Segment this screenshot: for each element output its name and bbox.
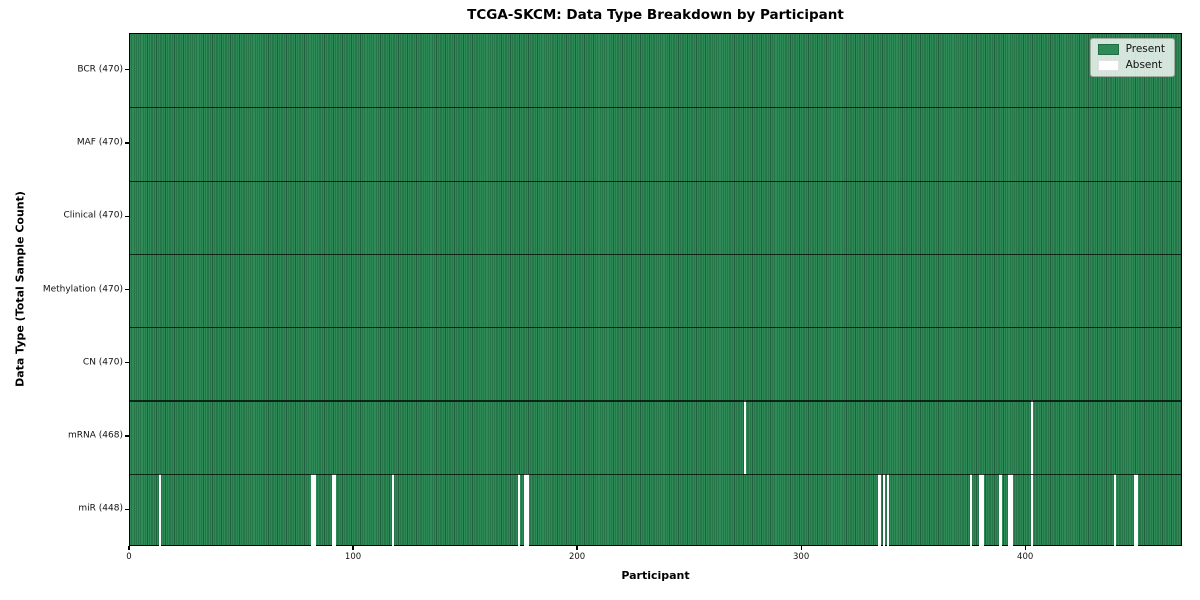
y-tick-label: MAF (470) bbox=[76, 137, 123, 148]
plot-area: Present Absent bbox=[129, 33, 1182, 547]
absent-cell bbox=[526, 473, 529, 547]
absent-cell bbox=[999, 473, 1002, 547]
absent-cell bbox=[392, 473, 395, 547]
x-tick-label: 400 bbox=[1017, 552, 1034, 562]
x-axis-label: Participant bbox=[621, 569, 690, 582]
absent-cell bbox=[1030, 400, 1033, 474]
legend: Present Absent bbox=[1089, 38, 1175, 78]
absent-cell bbox=[1135, 473, 1139, 547]
x-tick-label: 0 bbox=[126, 552, 132, 562]
absent-cell bbox=[311, 473, 314, 547]
y-tick-label: Methylation (470) bbox=[42, 284, 123, 294]
absent-cell bbox=[887, 473, 890, 547]
absent-cell bbox=[882, 473, 886, 547]
absent-cell bbox=[159, 473, 162, 547]
x-tick-mark bbox=[576, 546, 578, 550]
legend-label-present: Present bbox=[1125, 43, 1165, 55]
x-tick-mark bbox=[1024, 546, 1026, 550]
y-tick-mark bbox=[125, 288, 129, 291]
absent-cell bbox=[524, 473, 527, 547]
x-tick-label: 300 bbox=[793, 552, 810, 562]
legend-item-present: Present bbox=[1097, 43, 1165, 56]
chart-title: TCGA-SKCM: Data Type Breakdown by Partic… bbox=[467, 7, 844, 23]
x-tick-label: 100 bbox=[344, 552, 362, 562]
y-tick-mark bbox=[125, 142, 129, 144]
legend-item-absent: Absent bbox=[1097, 58, 1165, 72]
row-divider bbox=[130, 400, 1181, 402]
absent-cell bbox=[333, 473, 337, 547]
absent-cell bbox=[313, 473, 316, 547]
row-divider bbox=[130, 473, 1181, 475]
absent-cell bbox=[1113, 473, 1116, 547]
y-tick-label: Clinical (470) bbox=[63, 210, 123, 221]
absent-cell bbox=[1010, 473, 1013, 547]
absent-cell bbox=[981, 473, 984, 547]
y-tick-mark bbox=[125, 435, 129, 437]
y-tick-label: miR (448) bbox=[78, 503, 123, 514]
absent-cell bbox=[1133, 473, 1136, 547]
absent-cell bbox=[517, 473, 520, 547]
y-tick-label: CN (470) bbox=[82, 357, 123, 368]
row-divider bbox=[130, 253, 1181, 256]
absent-cell bbox=[1008, 473, 1011, 547]
row-divider bbox=[130, 107, 1181, 109]
y-tick-label: mRNA (468) bbox=[68, 430, 123, 441]
legend-swatch-absent bbox=[1097, 59, 1119, 71]
legend-swatch-present bbox=[1097, 44, 1119, 56]
y-tick-mark bbox=[125, 215, 129, 217]
y-tick-mark bbox=[125, 362, 129, 364]
row-divider bbox=[130, 327, 1181, 329]
y-tick-mark bbox=[125, 508, 129, 510]
y-tick-mark bbox=[125, 69, 129, 71]
legend-label-absent: Absent bbox=[1125, 58, 1163, 71]
absent-cell bbox=[1030, 473, 1033, 547]
x-tick-mark bbox=[352, 546, 354, 550]
absent-cell bbox=[878, 473, 881, 547]
absent-cell bbox=[331, 473, 334, 547]
x-tick-mark bbox=[128, 546, 130, 550]
absent-cell bbox=[979, 473, 982, 547]
x-tick-label: 200 bbox=[568, 552, 586, 562]
absent-cell bbox=[970, 473, 973, 547]
y-tick-label: BCR (470) bbox=[77, 64, 123, 75]
row-divider bbox=[130, 180, 1181, 182]
x-tick-mark bbox=[800, 546, 802, 550]
absent-cell bbox=[743, 400, 747, 474]
